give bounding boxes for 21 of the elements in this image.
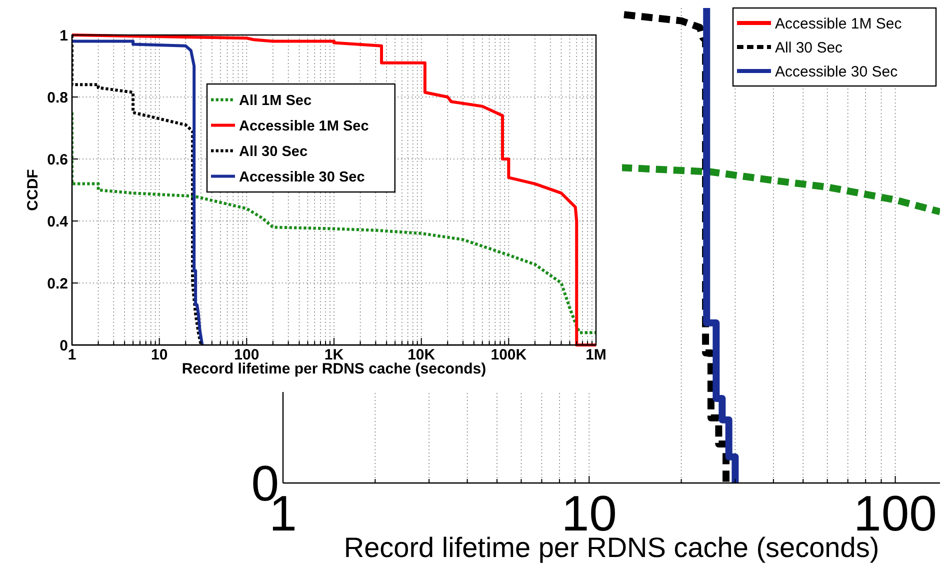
y-tick-label: 0.2 bbox=[47, 275, 68, 292]
legend-label: Accessible 30 Sec bbox=[239, 169, 365, 186]
y-tick-label: 1 bbox=[60, 27, 68, 44]
y-tick-label: 0.4 bbox=[47, 213, 69, 230]
x-tick-label: 1M bbox=[586, 346, 606, 364]
y-tick-label: 0 bbox=[60, 337, 68, 354]
legend-label: All 30 Sec bbox=[239, 144, 308, 160]
legend-label: Accessible 1M Sec bbox=[239, 118, 369, 134]
y-tick-label: 0.8 bbox=[47, 89, 68, 106]
x-tick-label: 100 bbox=[234, 346, 260, 364]
legend-label: Accessible 1M Sec bbox=[775, 15, 902, 32]
legend-label: All 1M Sec bbox=[239, 92, 312, 109]
x-axis-title: Record lifetime per RDNS cache (seconds) bbox=[182, 360, 486, 378]
legend-label: All 30 Sec bbox=[775, 39, 844, 56]
legend-label: Accessible 30 Sec bbox=[775, 63, 898, 80]
x-tick-label: 100K bbox=[490, 346, 527, 364]
x-tick-label: 1K bbox=[324, 346, 344, 364]
x-tick-label: 10 bbox=[150, 346, 168, 364]
y-axis-title: CCDF bbox=[24, 169, 42, 211]
x-tick-label: 10K bbox=[408, 346, 436, 364]
y-tick-label: 0.6 bbox=[47, 151, 68, 168]
